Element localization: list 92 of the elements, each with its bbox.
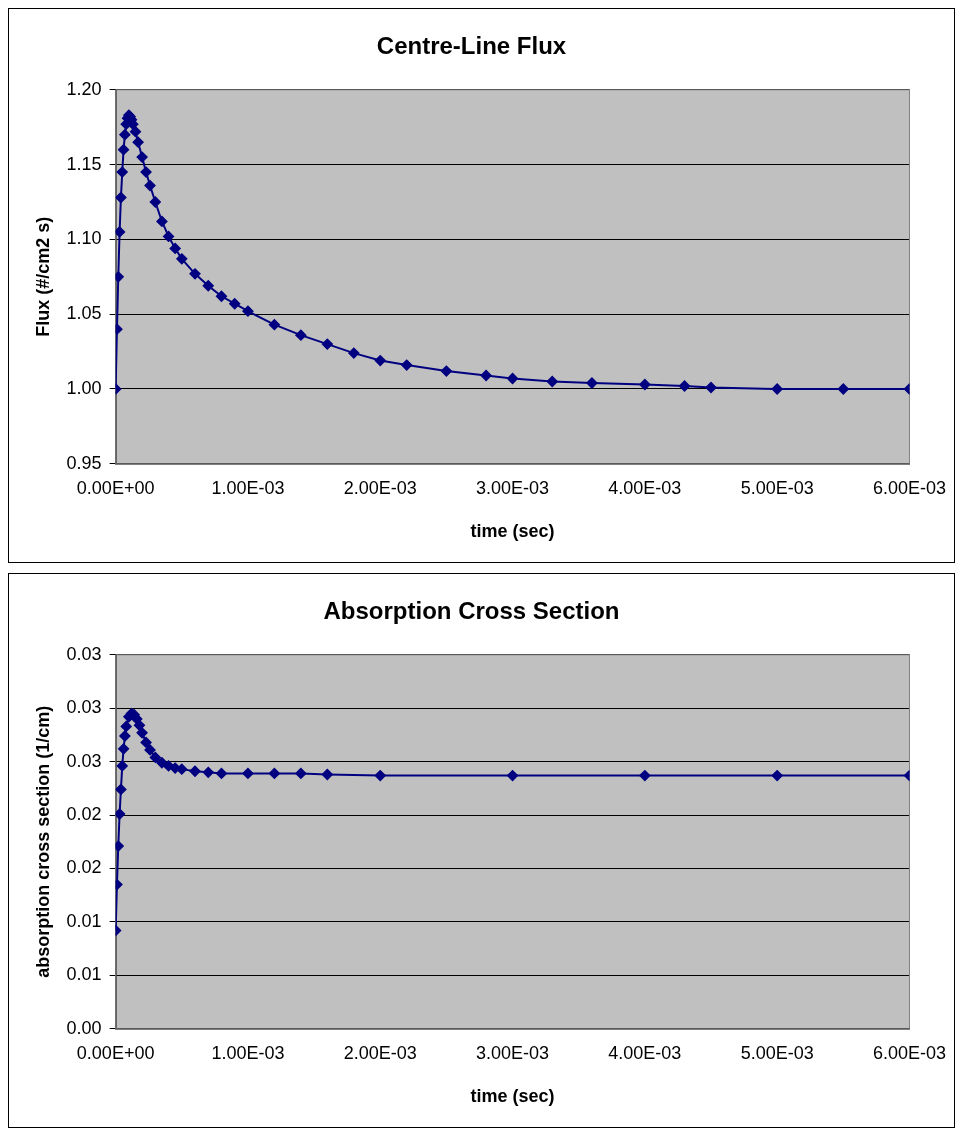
point bbox=[140, 166, 152, 178]
point bbox=[440, 365, 452, 377]
point bbox=[348, 347, 360, 359]
point bbox=[120, 720, 132, 732]
point bbox=[144, 744, 156, 756]
point bbox=[115, 783, 127, 795]
point bbox=[546, 376, 558, 388]
y-tick-label: 0.03 bbox=[66, 643, 102, 664]
point bbox=[119, 129, 131, 141]
point bbox=[321, 338, 333, 350]
point bbox=[705, 382, 717, 393]
point bbox=[401, 359, 413, 371]
y-tick-label: 0.03 bbox=[66, 697, 102, 718]
x-tick-label: 1.00E-03 bbox=[211, 477, 285, 498]
point bbox=[163, 230, 175, 242]
point bbox=[229, 298, 241, 310]
point bbox=[189, 765, 201, 777]
point bbox=[639, 770, 651, 782]
y-tick-label: 0.02 bbox=[66, 857, 102, 878]
point bbox=[118, 144, 130, 156]
point bbox=[169, 242, 181, 254]
y-axis-title: absorption cross section (1/cm) bbox=[32, 705, 53, 978]
y-tick-label: 0.02 bbox=[66, 804, 102, 825]
point bbox=[156, 215, 168, 227]
chart-title: Centre-Line Flux bbox=[376, 32, 567, 60]
y-tick-label: 1.00 bbox=[66, 377, 102, 398]
point bbox=[202, 280, 214, 292]
y-tick-label: 0.95 bbox=[66, 452, 102, 473]
x-axis-title: time (sec) bbox=[470, 1086, 555, 1107]
x-tick-label: 2.00E-03 bbox=[343, 477, 417, 498]
point bbox=[295, 329, 307, 341]
point bbox=[116, 760, 128, 772]
x-tick-label: 1.00E-03 bbox=[211, 1042, 285, 1063]
point bbox=[771, 383, 783, 395]
x-tick-label: 6.00E-03 bbox=[872, 1042, 946, 1063]
point bbox=[189, 268, 201, 280]
point bbox=[242, 305, 254, 317]
point bbox=[115, 192, 127, 204]
point bbox=[771, 770, 783, 782]
point bbox=[507, 770, 519, 782]
point bbox=[639, 379, 651, 391]
point bbox=[215, 290, 227, 302]
y-tick-label: 1.10 bbox=[66, 228, 102, 249]
point bbox=[268, 767, 280, 779]
point bbox=[374, 355, 386, 367]
point bbox=[115, 808, 126, 820]
point bbox=[242, 767, 254, 779]
point bbox=[268, 319, 280, 331]
point bbox=[374, 770, 386, 782]
point bbox=[202, 766, 214, 778]
point bbox=[679, 380, 691, 392]
point bbox=[837, 383, 849, 395]
x-tick-label: 4.00E-03 bbox=[608, 1042, 682, 1063]
point bbox=[116, 166, 128, 178]
point bbox=[132, 136, 144, 148]
point bbox=[176, 253, 188, 265]
y-tick-label: 1.20 bbox=[66, 78, 102, 99]
y-tick-label: 1.15 bbox=[66, 153, 102, 174]
y-tick-label: 0.01 bbox=[66, 910, 102, 931]
point bbox=[507, 373, 519, 385]
point bbox=[586, 377, 598, 389]
point bbox=[136, 727, 148, 739]
point bbox=[136, 151, 148, 163]
point bbox=[118, 743, 130, 755]
point bbox=[129, 126, 141, 138]
point bbox=[140, 736, 152, 748]
x-tick-label: 5.00E-03 bbox=[740, 1042, 814, 1063]
y-tick-label: 0.00 bbox=[66, 1017, 102, 1038]
x-tick-label: 0.00E+00 bbox=[76, 1042, 155, 1063]
y-tick-label: 1.05 bbox=[66, 303, 102, 324]
point bbox=[144, 180, 156, 192]
x-tick-label: 0.00E+00 bbox=[76, 477, 155, 498]
point bbox=[149, 196, 161, 208]
point bbox=[295, 767, 307, 779]
point bbox=[149, 751, 161, 763]
x-tick-label: 3.00E-03 bbox=[476, 477, 550, 498]
point bbox=[119, 730, 131, 742]
y-tick-label: 0.01 bbox=[66, 964, 102, 985]
x-tick-label: 2.00E-03 bbox=[343, 1042, 417, 1063]
y-axis-title: Flux (#/cm2 s) bbox=[32, 216, 53, 337]
x-tick-label: 5.00E-03 bbox=[740, 477, 814, 498]
x-axis-title: time (sec) bbox=[470, 521, 555, 542]
chart-title: Absorption Cross Section bbox=[323, 597, 620, 625]
point bbox=[156, 757, 168, 769]
point bbox=[115, 226, 126, 238]
x-tick-label: 4.00E-03 bbox=[608, 477, 682, 498]
point bbox=[321, 768, 333, 780]
x-tick-label: 6.00E-03 bbox=[872, 477, 946, 498]
x-tick-label: 3.00E-03 bbox=[476, 1042, 550, 1063]
y-tick-label: 0.03 bbox=[66, 750, 102, 771]
point bbox=[215, 767, 227, 779]
point bbox=[480, 370, 492, 382]
